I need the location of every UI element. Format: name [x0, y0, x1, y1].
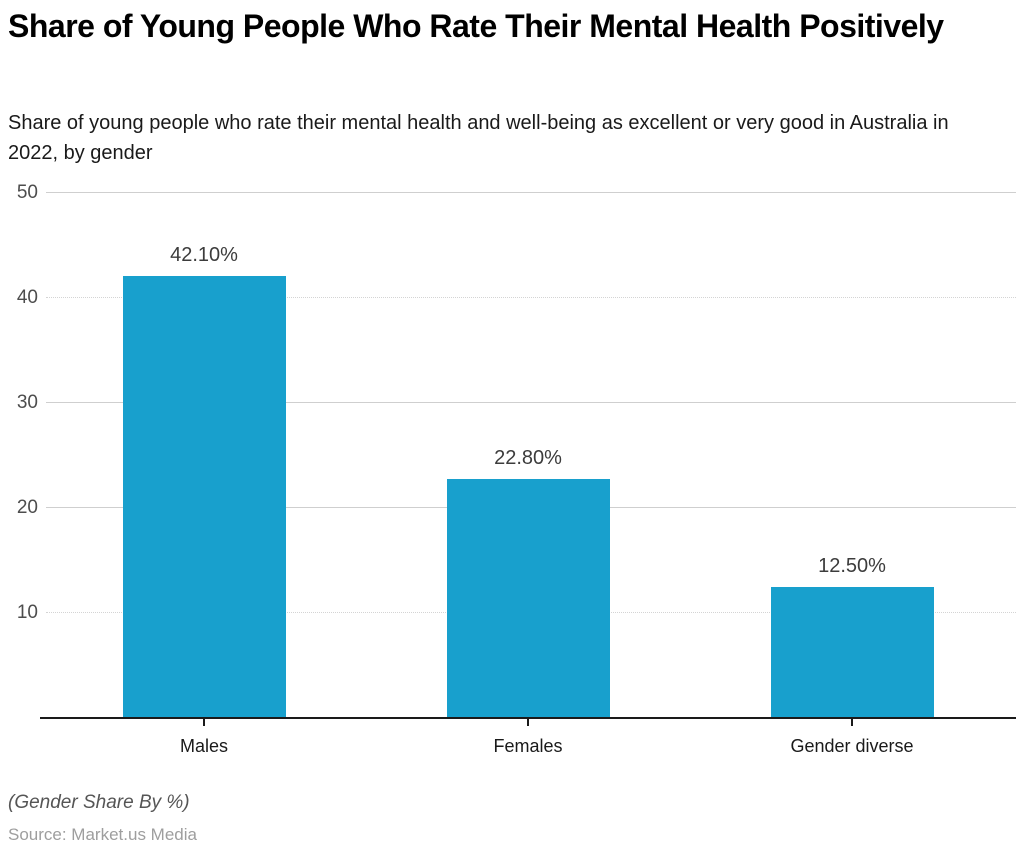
bar-value-label: 42.10%: [170, 244, 238, 266]
chart-subtitle: Share of young people who rate their men…: [8, 112, 949, 164]
x-axis-category-label: Females: [493, 736, 563, 756]
x-axis-tick: [851, 719, 853, 726]
bar-value-label: 12.50%: [818, 555, 886, 577]
y-axis-tick-label-30: 30: [16, 392, 38, 413]
bar-value-label: 22.80%: [494, 447, 562, 469]
bar-females: [446, 479, 610, 718]
x-axis-line: [40, 717, 1016, 719]
x-axis-category-label: Gender diverse: [790, 736, 914, 756]
x-axis-tick: [527, 719, 529, 726]
y-axis-tick-label-40: 40: [16, 287, 38, 308]
bar-gender-diverse: [770, 587, 934, 718]
x-axis-category-label: Males: [179, 736, 228, 756]
bar-males: [122, 276, 286, 718]
y-axis-tick-label-10: 10: [16, 602, 38, 623]
gridline-40: [46, 297, 1016, 298]
chart-footnote: (Gender Share By %): [8, 792, 190, 813]
y-axis-tick-label-20: 20: [16, 497, 38, 518]
chart-title: Share of Young People Who Rate Their Men…: [8, 8, 944, 44]
chart-source-credit: Source: Market.us Media: [8, 825, 197, 844]
gridline-50: [46, 192, 1016, 193]
y-axis-tick-label-50: 50: [16, 182, 38, 203]
x-axis-tick: [203, 719, 205, 726]
gridline-30: [46, 402, 1016, 403]
